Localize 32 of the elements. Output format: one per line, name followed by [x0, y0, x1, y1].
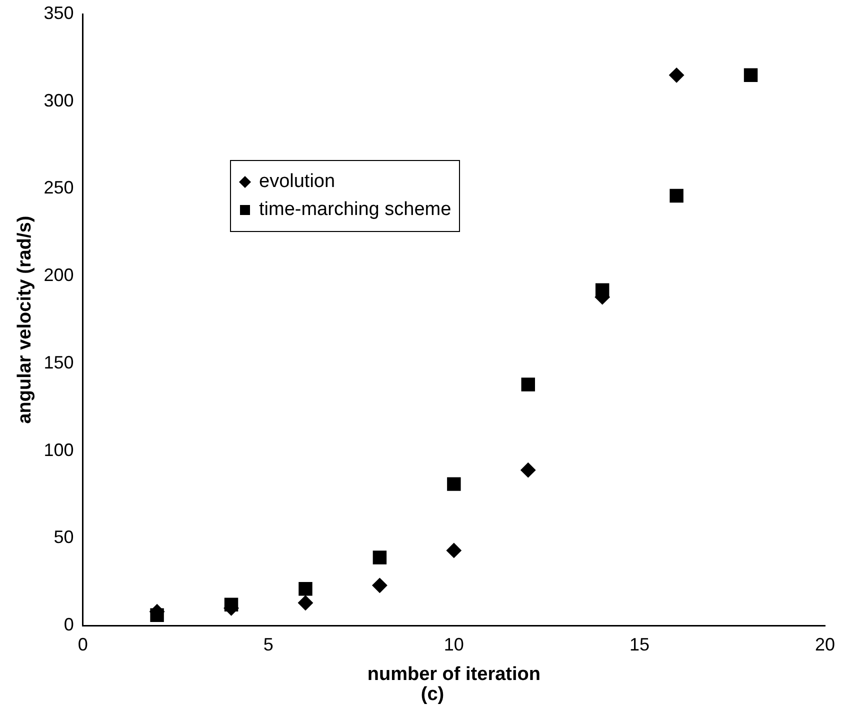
- x-tick-label: 5: [263, 634, 274, 654]
- x-tick-label: 15: [629, 634, 650, 654]
- y-tick-label: 300: [44, 90, 74, 110]
- text: (c): [420, 684, 446, 706]
- legend-label: time-marching scheme: [259, 199, 452, 221]
- point: [446, 542, 462, 558]
- point: [447, 477, 461, 491]
- x-tick-label: 10: [444, 634, 464, 654]
- y-tick-label: 350: [44, 2, 74, 23]
- y-tick-label: 150: [44, 352, 74, 372]
- point: [670, 188, 684, 203]
- x-axis-title: number of iteration: [367, 664, 540, 685]
- point: [372, 550, 387, 564]
- point: [669, 68, 684, 83]
- legend-label: evolution: [259, 171, 336, 193]
- point: [298, 582, 312, 596]
- y-tick-label: 0: [64, 614, 74, 635]
- point: [224, 598, 238, 612]
- y-tick-label: 250: [44, 178, 74, 198]
- point: [372, 578, 388, 593]
- x-tick-label: 20: [814, 634, 836, 654]
- x-tick-label: 0: [78, 634, 88, 654]
- point: [521, 378, 535, 392]
- point: [150, 608, 164, 622]
- point: [298, 595, 313, 610]
- y-axis-title: angular velocity (rad/s): [14, 216, 36, 424]
- point: [595, 283, 610, 297]
- y-tick-label: 100: [44, 440, 74, 460]
- y-tick-label: 200: [44, 265, 74, 286]
- point: [744, 68, 758, 82]
- point: [520, 462, 536, 478]
- y-tick-label: 50: [54, 527, 74, 548]
